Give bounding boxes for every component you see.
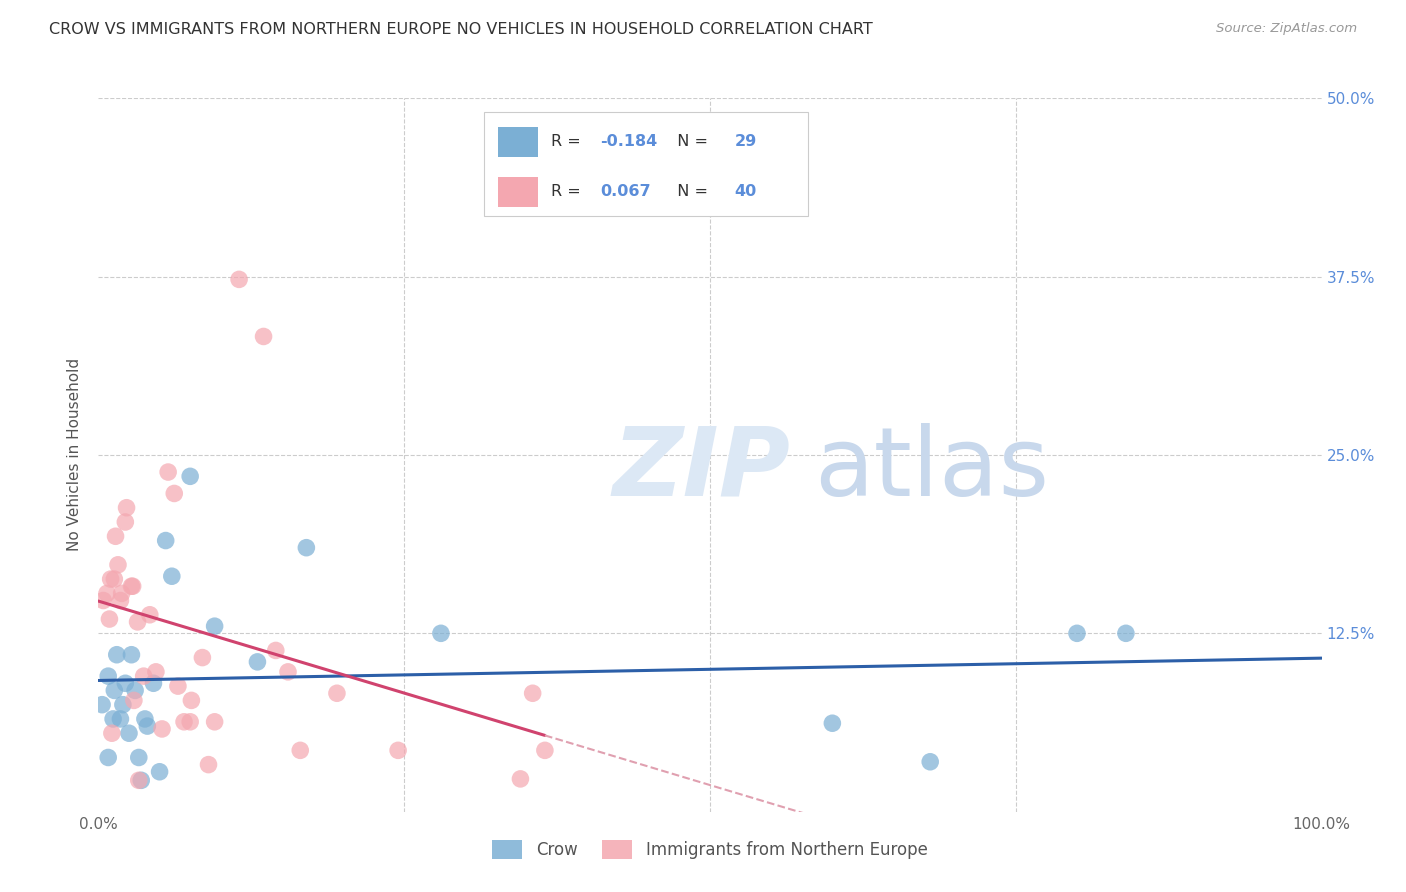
- Point: [104, 529, 127, 543]
- Point: [120, 648, 142, 662]
- Text: CROW VS IMMIGRANTS FROM NORTHERN EUROPE NO VEHICLES IN HOUSEHOLD CORRELATION CHA: CROW VS IMMIGRANTS FROM NORTHERN EUROPE …: [49, 22, 873, 37]
- Point: [122, 693, 145, 707]
- Point: [118, 726, 141, 740]
- FancyBboxPatch shape: [498, 127, 537, 157]
- FancyBboxPatch shape: [498, 177, 537, 207]
- Point: [142, 676, 165, 690]
- Point: [127, 615, 149, 629]
- FancyBboxPatch shape: [484, 112, 808, 216]
- Text: atlas: atlas: [814, 423, 1049, 516]
- Point: [107, 558, 129, 572]
- Point: [110, 712, 132, 726]
- Point: [430, 626, 453, 640]
- Point: [204, 714, 226, 729]
- Point: [264, 643, 287, 657]
- Text: N =: N =: [668, 134, 713, 149]
- Point: [920, 755, 942, 769]
- Point: [134, 712, 156, 726]
- Text: N =: N =: [668, 184, 713, 199]
- Point: [179, 469, 201, 483]
- Point: [167, 679, 190, 693]
- Point: [157, 465, 180, 479]
- Point: [103, 683, 125, 698]
- Point: [246, 655, 269, 669]
- Text: 0.067: 0.067: [600, 184, 651, 199]
- Point: [128, 773, 150, 788]
- Point: [110, 593, 132, 607]
- Y-axis label: No Vehicles in Household: No Vehicles in Household: [67, 359, 83, 551]
- Point: [129, 773, 152, 788]
- Point: [145, 665, 167, 679]
- Point: [100, 572, 122, 586]
- Point: [98, 612, 121, 626]
- Point: [97, 750, 120, 764]
- Point: [96, 586, 118, 600]
- Text: -0.184: -0.184: [600, 134, 657, 149]
- Point: [204, 619, 226, 633]
- Point: [91, 698, 114, 712]
- Point: [163, 486, 186, 500]
- Point: [132, 669, 155, 683]
- Point: [120, 579, 142, 593]
- Point: [197, 757, 219, 772]
- Point: [326, 686, 349, 700]
- Point: [173, 714, 195, 729]
- Text: R =: R =: [551, 184, 586, 199]
- Point: [105, 648, 128, 662]
- Point: [114, 515, 136, 529]
- Point: [103, 572, 125, 586]
- Point: [509, 772, 531, 786]
- Point: [136, 719, 159, 733]
- Point: [277, 665, 299, 679]
- Point: [191, 650, 214, 665]
- Point: [101, 726, 124, 740]
- Point: [180, 693, 202, 707]
- Point: [139, 607, 162, 622]
- Point: [160, 569, 183, 583]
- Legend: Crow, Immigrants from Northern Europe: Crow, Immigrants from Northern Europe: [484, 831, 936, 868]
- Point: [114, 676, 136, 690]
- Point: [155, 533, 177, 548]
- Point: [150, 722, 173, 736]
- Text: 40: 40: [734, 184, 756, 199]
- Point: [124, 683, 146, 698]
- Point: [97, 669, 120, 683]
- Text: ZIP: ZIP: [612, 423, 790, 516]
- Point: [387, 743, 409, 757]
- Point: [121, 579, 143, 593]
- Point: [1066, 626, 1088, 640]
- Point: [111, 698, 134, 712]
- Text: 29: 29: [734, 134, 756, 149]
- Point: [534, 743, 557, 757]
- Point: [101, 712, 124, 726]
- Point: [179, 714, 201, 729]
- Point: [149, 764, 172, 779]
- Point: [228, 272, 250, 286]
- Point: [522, 686, 544, 700]
- Point: [252, 329, 274, 343]
- Text: Source: ZipAtlas.com: Source: ZipAtlas.com: [1216, 22, 1357, 36]
- Point: [91, 593, 114, 607]
- Point: [111, 586, 134, 600]
- Point: [290, 743, 312, 757]
- Point: [295, 541, 318, 555]
- Point: [128, 750, 150, 764]
- Text: R =: R =: [551, 134, 586, 149]
- Point: [1115, 626, 1137, 640]
- Point: [115, 500, 138, 515]
- Point: [821, 716, 844, 731]
